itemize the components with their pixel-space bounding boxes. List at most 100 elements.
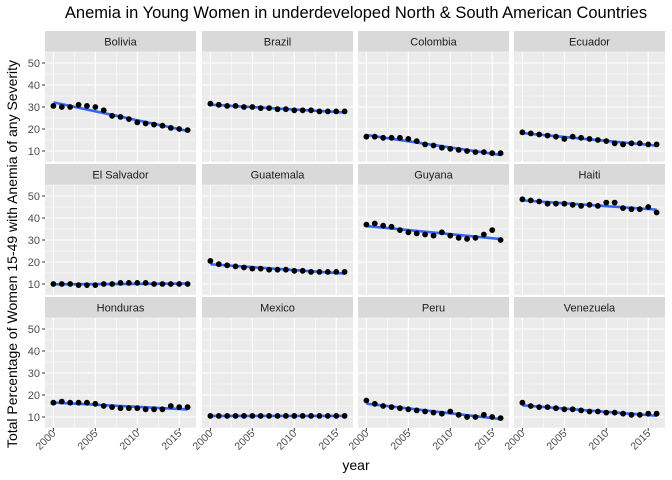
data-point <box>363 133 370 140</box>
data-point <box>569 133 576 140</box>
data-point <box>603 199 610 206</box>
x-tick-label: 2000 <box>503 428 528 453</box>
data-point <box>282 413 289 419</box>
data-point <box>405 406 412 413</box>
facet-strip <box>45 297 196 318</box>
y-tick-label: 30 <box>28 102 40 114</box>
data-point <box>67 281 74 287</box>
data-point <box>282 106 289 113</box>
x-tick-label: 2005 <box>544 428 569 453</box>
data-point <box>92 282 99 288</box>
data-point <box>603 138 610 145</box>
data-point <box>151 121 157 128</box>
data-point <box>527 130 534 137</box>
data-point <box>489 150 496 157</box>
facet-strip-label: Guatemala <box>251 170 306 182</box>
facet-venezuela: Venezuela 2000 2005 2010 2015 <box>503 297 665 453</box>
data-point <box>58 281 65 287</box>
facet-strip <box>514 31 665 52</box>
data-point <box>100 107 107 114</box>
data-point <box>464 236 470 242</box>
facet-haiti: Haiti <box>514 164 665 296</box>
y-tick-label: 40 <box>28 346 40 358</box>
data-point <box>142 406 149 413</box>
data-point <box>380 403 387 409</box>
data-point <box>536 131 543 138</box>
data-point <box>380 222 387 229</box>
y-tick-label: 30 <box>28 235 40 247</box>
data-point <box>413 138 420 145</box>
data-point <box>308 269 314 275</box>
data-point <box>341 413 348 419</box>
data-point <box>480 411 487 418</box>
data-point <box>125 116 132 122</box>
data-point <box>316 108 323 115</box>
facet-colombia: Colombia <box>358 31 509 163</box>
chart-title: Anemia in Young Women in underdeveloped … <box>65 4 647 22</box>
data-point <box>653 209 660 216</box>
facet-strip <box>358 164 509 185</box>
x-tick-label: 2015 <box>316 428 341 453</box>
data-point <box>176 126 183 132</box>
data-point <box>519 399 526 406</box>
data-point <box>142 280 149 286</box>
data-point <box>497 150 504 157</box>
data-point <box>341 269 348 275</box>
data-point <box>405 136 412 142</box>
data-point <box>316 269 323 275</box>
data-point <box>274 106 281 113</box>
data-point <box>100 281 107 287</box>
x-tick-label: 2015 <box>628 428 653 453</box>
data-point <box>497 415 504 421</box>
data-point <box>299 107 306 114</box>
data-point <box>489 227 496 234</box>
data-point <box>480 231 487 238</box>
data-point <box>553 200 559 207</box>
data-point <box>324 269 331 275</box>
data-point <box>438 410 445 417</box>
data-point <box>544 200 551 207</box>
y-tick-label: 10 <box>28 412 40 424</box>
data-point <box>257 413 264 419</box>
data-point <box>67 104 74 110</box>
data-point <box>159 406 166 413</box>
data-point <box>117 114 124 120</box>
data-point <box>645 204 652 210</box>
data-point <box>430 142 437 149</box>
data-point <box>167 281 174 287</box>
data-point <box>282 266 289 273</box>
data-point <box>232 103 239 109</box>
data-point <box>134 119 141 126</box>
facet-strip-label: Ecuador <box>569 37 610 49</box>
data-point <box>413 230 420 237</box>
x-tick-label: 2000 <box>34 428 59 453</box>
y-tick-label: 40 <box>28 213 40 225</box>
y-tick-label: 20 <box>28 124 40 136</box>
data-point <box>594 137 601 143</box>
x-tick-label: 2010 <box>117 428 142 453</box>
facet-strip-label: Guyana <box>414 170 453 182</box>
data-point <box>611 140 618 147</box>
data-point <box>92 104 99 110</box>
facet-guatemala: Guatemala <box>202 164 353 296</box>
data-point <box>75 101 82 108</box>
data-point <box>397 405 403 412</box>
data-point <box>75 399 82 406</box>
data-point <box>455 234 462 241</box>
data-point <box>274 266 281 273</box>
y-tick-label: 50 <box>28 191 40 203</box>
data-point <box>464 414 470 420</box>
data-point <box>84 103 90 109</box>
data-point <box>603 409 610 416</box>
data-point <box>422 408 429 415</box>
x-tick-label: 2015 <box>159 428 184 453</box>
data-point <box>291 267 298 274</box>
data-point <box>224 413 231 419</box>
data-point <box>58 104 65 110</box>
data-point <box>497 237 504 243</box>
facet-strip-label: Haiti <box>578 170 600 182</box>
data-point <box>207 413 214 419</box>
data-point <box>176 281 183 287</box>
facet-strip <box>514 164 665 185</box>
data-point <box>215 101 222 108</box>
